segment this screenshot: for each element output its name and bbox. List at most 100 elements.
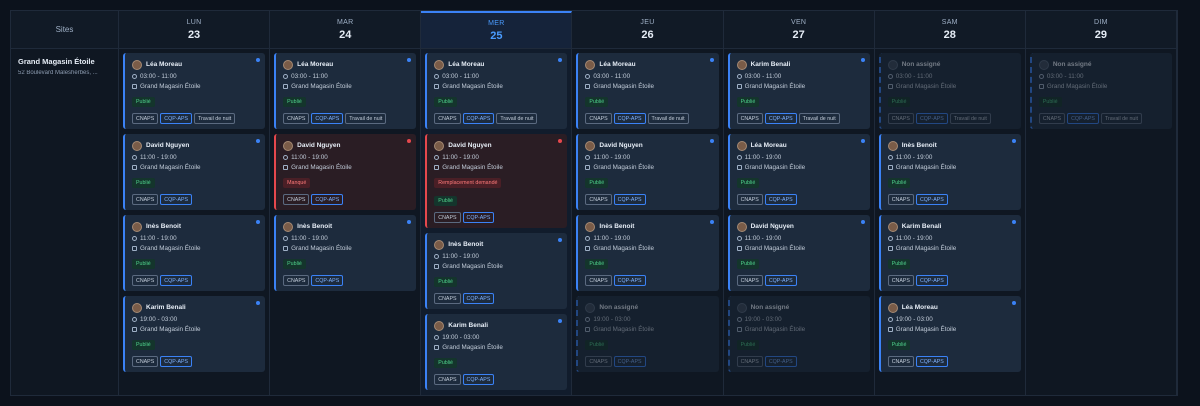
shift-card[interactable]: David Nguyen 11:00 - 19:00 Grand Magasin É…: [274, 134, 417, 210]
shift-card[interactable]: Karim Benali 03:00 - 11:00 Grand Magasin É…: [727, 53, 870, 129]
status-badge: Publié: [887, 97, 911, 107]
shift-card[interactable]: Karim Benali 11:00 - 19:00 Grand Magasin É…: [878, 215, 1021, 291]
shift-location: Grand Magasin Étoile: [434, 83, 561, 90]
location-text: Grand Magasin Étoile: [442, 344, 503, 351]
clock-icon: [585, 74, 591, 79]
tag: CQP-APS: [915, 356, 948, 367]
shift-card[interactable]: Karim Benali 19:00 - 03:00 Grand Magasin É…: [123, 296, 266, 372]
clock-icon: [736, 317, 742, 322]
shift-time: 19:00 - 03:00: [887, 316, 1015, 323]
site-cell: Grand Magasin Étoile 52 Boulevard Maleshe…: [11, 49, 119, 395]
tag: CNAPS: [887, 113, 914, 124]
tag: CNAPS: [887, 356, 914, 367]
shift-card[interactable]: Inès Benoit 11:00 - 19:00 Grand Magasin Ét…: [878, 134, 1021, 210]
status-dot: [558, 139, 563, 143]
day-column: Léa Moreau 03:00 - 11:00 Grand Magasin Éto…: [421, 49, 573, 395]
tag-list: CNAPS CQP-APS: [434, 374, 561, 385]
building-icon: [283, 84, 289, 89]
shift-time: 03:00 - 11:00: [887, 73, 1015, 80]
tag: CQP-APS: [613, 194, 646, 205]
shift-card[interactable]: Léa Moreau 19:00 - 03:00 Grand Magasin Éto…: [878, 296, 1021, 372]
shift-time: 19:00 - 03:00: [736, 316, 864, 323]
shift-card[interactable]: David Nguyen 11:00 - 19:00 Grand Magasin É…: [576, 134, 719, 210]
tag: Travail de nuit: [949, 113, 991, 124]
shift-time: 11:00 - 19:00: [132, 235, 259, 242]
day-name: DIM: [1094, 18, 1108, 26]
location-text: Grand Magasin Étoile: [593, 326, 654, 333]
location-text: Grand Magasin Étoile: [140, 83, 201, 90]
schedule-grid: Sites LUN 23 MAR 24 MER 25 JEU 26 VEN 27 SAM 28 DIM 2…: [10, 10, 1178, 396]
shift-header: Léa Moreau: [585, 59, 712, 70]
shift-card[interactable]: Non assigné 03:00 - 11:00 Grand Magasin Ét…: [878, 53, 1021, 129]
alert-badge: Remplacement demandé: [434, 178, 502, 188]
building-icon: [434, 84, 440, 89]
shift-card[interactable]: Non assigné 03:00 - 11:00 Grand Magasin Ét…: [1029, 53, 1172, 129]
shift-card[interactable]: Karim Benali 19:00 - 03:00 Grand Magasin É…: [425, 314, 568, 390]
shift-header: Non assigné: [1038, 59, 1166, 70]
tag-list: CNAPS CQP-APS: [132, 194, 259, 205]
status-wrap: Publié: [736, 333, 864, 351]
shift-header: Inès Benoit: [283, 221, 410, 232]
shift-card[interactable]: Léa Moreau 03:00 - 11:00 Grand Magasin Éto…: [425, 53, 568, 129]
shift-card[interactable]: Inès Benoit 11:00 - 19:00 Grand Magasin Ét…: [274, 215, 417, 291]
shift-card[interactable]: Non assigné 19:00 - 03:00 Grand Magasin Ét…: [576, 296, 719, 372]
shift-time: 03:00 - 11:00: [585, 73, 712, 80]
shift-card[interactable]: David Nguyen 11:00 - 19:00 Grand Magasin É…: [727, 215, 870, 291]
avatar: [283, 221, 294, 232]
location-text: Grand Magasin Étoile: [442, 164, 503, 171]
shift-time: 11:00 - 19:00: [887, 235, 1015, 242]
day-header[interactable]: LUN 23: [119, 11, 271, 49]
shift-card[interactable]: Inès Benoit 11:00 - 19:00 Grand Magasin Ét…: [576, 215, 719, 291]
tag: CQP-APS: [462, 293, 495, 304]
shift-card[interactable]: Léa Moreau 03:00 - 11:00 Grand Magasin Éto…: [123, 53, 266, 129]
day-header[interactable]: JEU 26: [572, 11, 724, 49]
day-header[interactable]: SAM 28: [874, 11, 1026, 49]
shift-time: 03:00 - 11:00: [283, 73, 410, 80]
agent-name: Inès Benoit: [901, 142, 937, 149]
agent-name: David Nguyen: [599, 142, 643, 149]
status-dot: [1011, 139, 1016, 143]
day-name: SAM: [941, 18, 958, 26]
day-date: 29: [1094, 28, 1108, 41]
tag: CNAPS: [585, 113, 612, 124]
day-header[interactable]: VEN 27: [723, 11, 875, 49]
time-text: 11:00 - 19:00: [140, 154, 177, 161]
shift-location: Grand Magasin Étoile: [736, 83, 864, 90]
building-icon: [585, 84, 591, 89]
shift-header: Karim Benali: [736, 59, 864, 70]
time-text: 11:00 - 19:00: [895, 235, 933, 242]
shift-card[interactable]: Non assigné 19:00 - 03:00 Grand Magasin Ét…: [727, 296, 870, 372]
status-wrap: Publié: [132, 252, 259, 270]
status-wrap: Publié: [887, 90, 1015, 108]
shift-card[interactable]: David Nguyen 11:00 - 19:00 Grand Magasin É…: [425, 134, 568, 228]
status-badge: Publié: [887, 178, 911, 188]
status-badge: Publié: [434, 196, 458, 206]
shift-header: David Nguyen: [736, 221, 864, 232]
shift-card[interactable]: Léa Moreau 11:00 - 19:00 Grand Magasin Éto…: [727, 134, 870, 210]
status-dot: [558, 238, 563, 242]
avatar: [283, 59, 294, 70]
shift-card[interactable]: Inès Benoit 11:00 - 19:00 Grand Magasin Ét…: [123, 215, 266, 291]
status-wrap: Publié: [434, 189, 561, 207]
time-text: 03:00 - 11:00: [744, 73, 782, 80]
avatar: [585, 140, 596, 151]
day-header[interactable]: DIM 29: [1025, 11, 1177, 49]
status-badge: Publié: [736, 340, 760, 350]
tag-list: CNAPS CQP-APS: [434, 212, 561, 223]
location-text: Grand Magasin Étoile: [291, 164, 352, 171]
shift-card[interactable]: Inès Benoit 11:00 - 19:00 Grand Magasin Ét…: [425, 233, 568, 309]
agent-name: David Nguyen: [146, 142, 190, 149]
clock-icon: [434, 74, 440, 79]
tag: Travail de nuit: [345, 113, 387, 124]
day-header[interactable]: MER 25: [421, 11, 573, 49]
building-icon: [736, 246, 742, 251]
shift-card[interactable]: David Nguyen 11:00 - 19:00 Grand Magasin É…: [123, 134, 266, 210]
building-icon: [585, 246, 591, 251]
location-text: Grand Magasin Étoile: [140, 164, 201, 171]
day-header[interactable]: MAR 24: [270, 11, 422, 49]
shift-card[interactable]: Léa Moreau 03:00 - 11:00 Grand Magasin Éto…: [576, 53, 719, 129]
tag-list: CNAPS CQP-APS: [132, 275, 259, 286]
status-wrap: Publié: [585, 252, 712, 270]
shift-card[interactable]: Léa Moreau 03:00 - 11:00 Grand Magasin Éto…: [274, 53, 417, 129]
avatar: [132, 221, 142, 232]
